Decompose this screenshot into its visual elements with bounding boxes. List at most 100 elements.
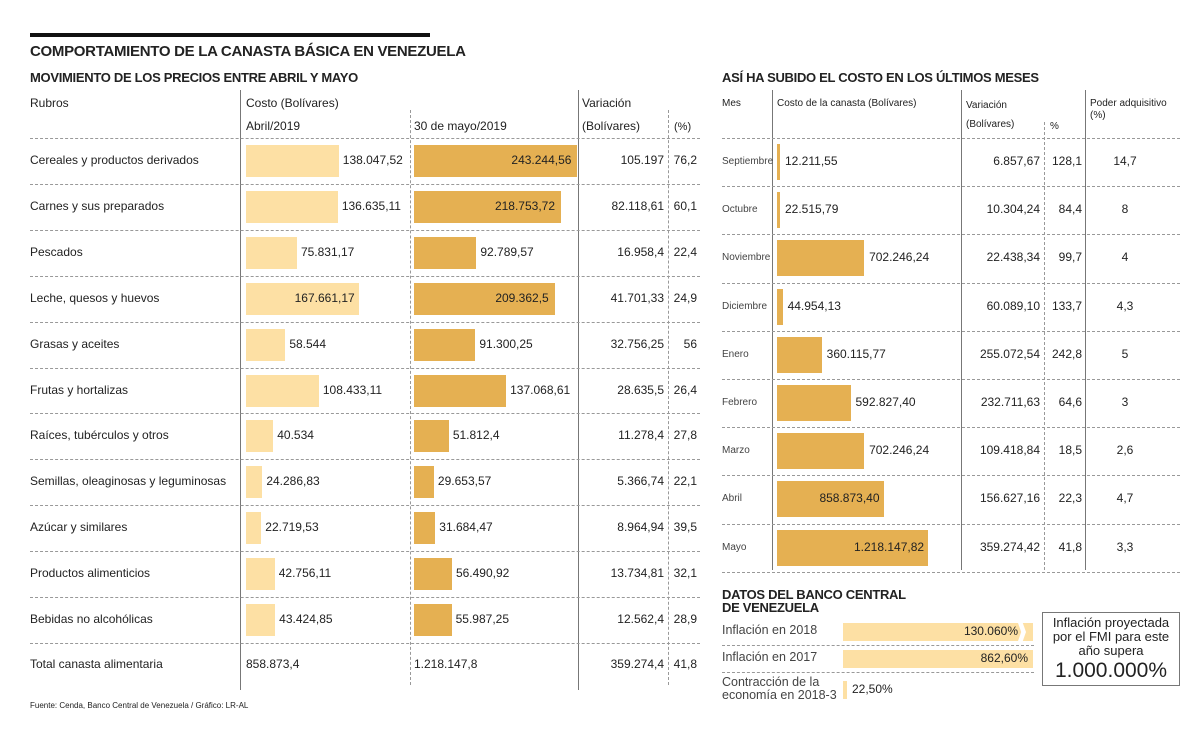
divider <box>1085 90 1086 570</box>
title-rule <box>30 33 430 37</box>
may-value: 243.244,56 <box>511 153 572 167</box>
pct-value: 39,5 <box>673 520 697 535</box>
rubro-label: Grasas y aceites <box>30 336 120 351</box>
total-may: 1.218.147,8 <box>414 657 478 671</box>
divider <box>1044 122 1045 570</box>
header-variacion: Variación <box>966 100 1007 111</box>
cost-bar <box>777 529 929 566</box>
divider <box>410 110 411 685</box>
row-divider <box>722 330 1180 332</box>
rubro-label: Carnes y sus preparados <box>30 198 165 213</box>
cost-bar <box>777 385 851 421</box>
total-variation: 359.274,4 <box>610 657 664 671</box>
purchasing-power-value: 8 <box>1121 202 1129 217</box>
variation-value: 16.958,4 <box>617 244 664 259</box>
rubro-label: Azúcar y similares <box>30 520 128 535</box>
may-value: 29.653,57 <box>437 474 492 489</box>
may-bar <box>414 558 452 591</box>
divider <box>668 110 669 685</box>
rubro-label: Pescados <box>30 244 83 259</box>
may-value: 91.300,25 <box>479 336 533 351</box>
variation-value: 82.118,61 <box>611 198 665 213</box>
pct-value: 26,4 <box>673 382 697 397</box>
month-label: Noviembre <box>722 252 771 264</box>
variation-value: 41.701,33 <box>610 290 664 305</box>
april-bar <box>246 190 338 223</box>
header-abril: Abril/2019 <box>246 119 301 133</box>
header-mes: Mes <box>722 98 741 109</box>
may-bar <box>414 466 434 499</box>
cost-bar <box>777 336 822 373</box>
april-bar <box>246 145 339 177</box>
may-value: 55.987,25 <box>455 612 509 626</box>
header-variacion-unit: (Bolívares) <box>582 119 641 133</box>
may-bar <box>414 190 561 223</box>
pct-value: 242,8 <box>1051 346 1082 361</box>
pct-value: 18,5 <box>1058 443 1082 458</box>
may-value: 218.753,72 <box>494 198 556 213</box>
pct-value: 27,8 <box>673 428 697 443</box>
month-label: Abril <box>722 493 743 505</box>
total-pct: 41,8 <box>673 657 697 671</box>
header-mayo: 30 de mayo/2019 <box>414 119 507 133</box>
row-divider <box>722 427 1180 429</box>
header-costo: Costo de la canasta (Bolívares) <box>777 98 917 109</box>
row-divider <box>722 186 1180 188</box>
pct-value: 22,3 <box>1058 491 1082 506</box>
april-value: 138.047,52 <box>342 153 403 167</box>
pct-value: 84,4 <box>1058 202 1082 217</box>
variation-value: 10.304,24 <box>986 202 1040 217</box>
header-costo: Costo (Bolívares) <box>246 96 339 110</box>
variation-value: 28.635,5 <box>617 382 664 397</box>
may-value: 137.068,61 <box>510 382 571 397</box>
pct-value: 22,4 <box>673 244 697 259</box>
may-bar <box>414 512 436 545</box>
imf-callout-value: 1.000.000% <box>1054 659 1168 682</box>
month-label: Mayo <box>722 541 747 553</box>
bcv-label: Contracción de la economía en 2018-3 <box>722 675 837 702</box>
bcv-bar <box>843 650 1033 668</box>
row-divider <box>722 645 1034 646</box>
pct-value: 28,9 <box>673 612 697 626</box>
april-value: 75.831,17 <box>300 244 355 259</box>
imf-callout-text: Inflación proyectada por el FMI para est… <box>1052 615 1170 658</box>
header-variacion: Variación <box>582 96 632 110</box>
row-divider <box>30 138 700 139</box>
april-value: 58.544 <box>289 336 327 351</box>
pct-value: 76,2 <box>673 153 697 167</box>
bcv-label: Inflación en 2017 <box>722 650 818 664</box>
purchasing-power-value: 4,7 <box>1116 491 1134 506</box>
may-value: 209.362,5 <box>495 290 549 305</box>
april-value: 24.286,83 <box>266 474 320 489</box>
row-divider <box>722 138 1180 139</box>
month-label: Febrero <box>722 397 758 408</box>
bcv-title: DATOS DEL BANCO CENTRAL DE VENEZUELA <box>722 587 906 615</box>
row-divider <box>30 642 700 644</box>
april-value: 43.424,85 <box>279 612 333 626</box>
april-bar <box>246 512 262 545</box>
purchasing-power-value: 5 <box>1121 346 1129 361</box>
cost-value: 858.873,40 <box>819 491 880 506</box>
header-poder: Poder adquisitivo <box>1090 98 1167 109</box>
pct-value: 56 <box>683 336 697 351</box>
total-april: 858.873,4 <box>246 657 300 671</box>
bcv-value: 130.060% <box>963 624 1018 638</box>
header-pct: (%) <box>674 121 692 133</box>
rubro-label: Semillas, oleaginosas y leguminosas <box>30 474 227 489</box>
variation-value: 255.072,54 <box>979 346 1040 361</box>
may-bar <box>414 604 452 636</box>
april-bar <box>246 282 359 315</box>
header-variacion-unit: (Bolívares) <box>966 119 1015 130</box>
april-bar <box>246 420 274 453</box>
row-divider <box>722 475 1180 477</box>
april-bar <box>246 374 319 407</box>
bcv-label: Inflación en 2018 <box>722 623 818 637</box>
cost-value: 12.211,55 <box>785 154 838 168</box>
april-bar <box>246 466 263 499</box>
cost-bar <box>777 481 884 518</box>
month-label: Diciembre <box>722 300 768 312</box>
april-value: 42.756,11 <box>278 566 332 581</box>
row-divider <box>30 367 700 369</box>
cost-bar <box>777 433 865 470</box>
